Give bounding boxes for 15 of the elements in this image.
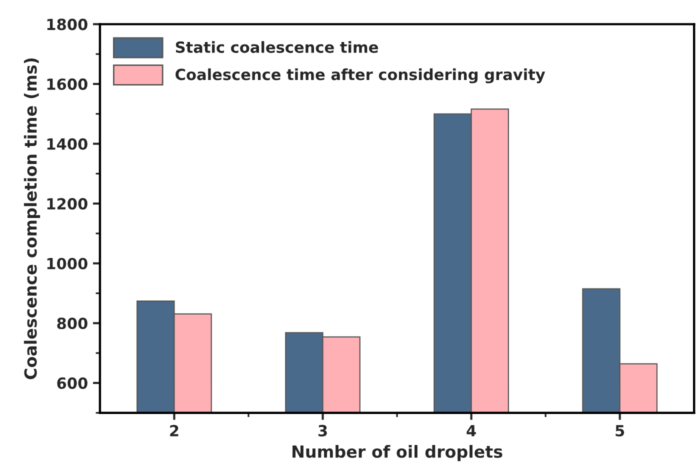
x-tick-label: 4 <box>466 425 476 436</box>
y-axis-title: Coalescence completion time (ms) <box>24 58 40 380</box>
x-axis-title: Number of oil droplets <box>292 445 502 462</box>
y-tick-label: 600 <box>57 377 88 389</box>
legend-label: Coalescence time after considering gravity <box>176 68 546 84</box>
y-tick-label: 1000 <box>47 258 88 270</box>
x-tick-label: 2 <box>170 424 178 436</box>
y-tick-label: 1600 <box>47 78 88 90</box>
x-tick-label: 5 <box>616 425 624 436</box>
x-tick-label: 3 <box>318 424 327 436</box>
y-tick-label: 1800 <box>47 18 88 30</box>
y-tick-label: 1400 <box>47 138 88 150</box>
y-tick-label: 1200 <box>47 198 88 210</box>
legend-label: Static coalescence time <box>176 41 378 53</box>
y-tick-label: 800 <box>57 318 88 330</box>
